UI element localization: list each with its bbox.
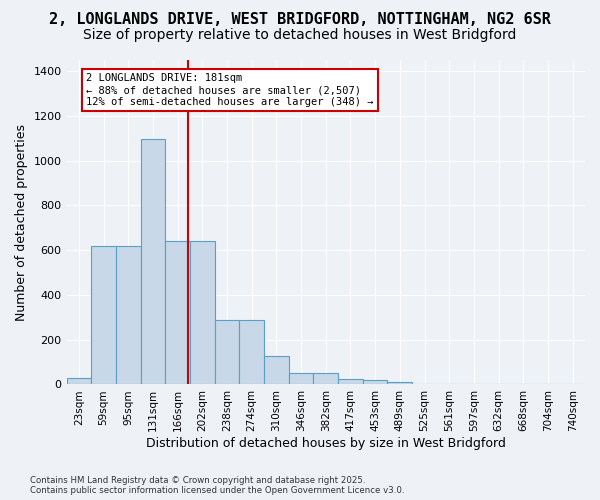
Bar	[313, 374, 338, 384]
Text: Size of property relative to detached houses in West Bridgford: Size of property relative to detached ho…	[83, 28, 517, 42]
X-axis label: Distribution of detached houses by size in West Bridgford: Distribution of detached houses by size …	[146, 437, 506, 450]
Bar	[67, 378, 91, 384]
Y-axis label: Number of detached properties: Number of detached properties	[15, 124, 28, 320]
Bar	[388, 382, 412, 384]
Text: 2 LONGLANDS DRIVE: 181sqm
← 88% of detached houses are smaller (2,507)
12% of se: 2 LONGLANDS DRIVE: 181sqm ← 88% of detac…	[86, 74, 374, 106]
Bar	[190, 241, 215, 384]
Bar	[116, 246, 140, 384]
Text: 2, LONGLANDS DRIVE, WEST BRIDGFORD, NOTTINGHAM, NG2 6SR: 2, LONGLANDS DRIVE, WEST BRIDGFORD, NOTT…	[49, 12, 551, 28]
Bar	[338, 379, 363, 384]
Bar	[91, 246, 116, 384]
Bar	[165, 241, 190, 384]
Bar	[363, 380, 388, 384]
Bar	[239, 320, 264, 384]
Bar	[264, 356, 289, 384]
Bar	[289, 374, 313, 384]
Text: Contains HM Land Registry data © Crown copyright and database right 2025.
Contai: Contains HM Land Registry data © Crown c…	[30, 476, 404, 495]
Bar	[140, 140, 165, 384]
Bar	[215, 320, 239, 384]
